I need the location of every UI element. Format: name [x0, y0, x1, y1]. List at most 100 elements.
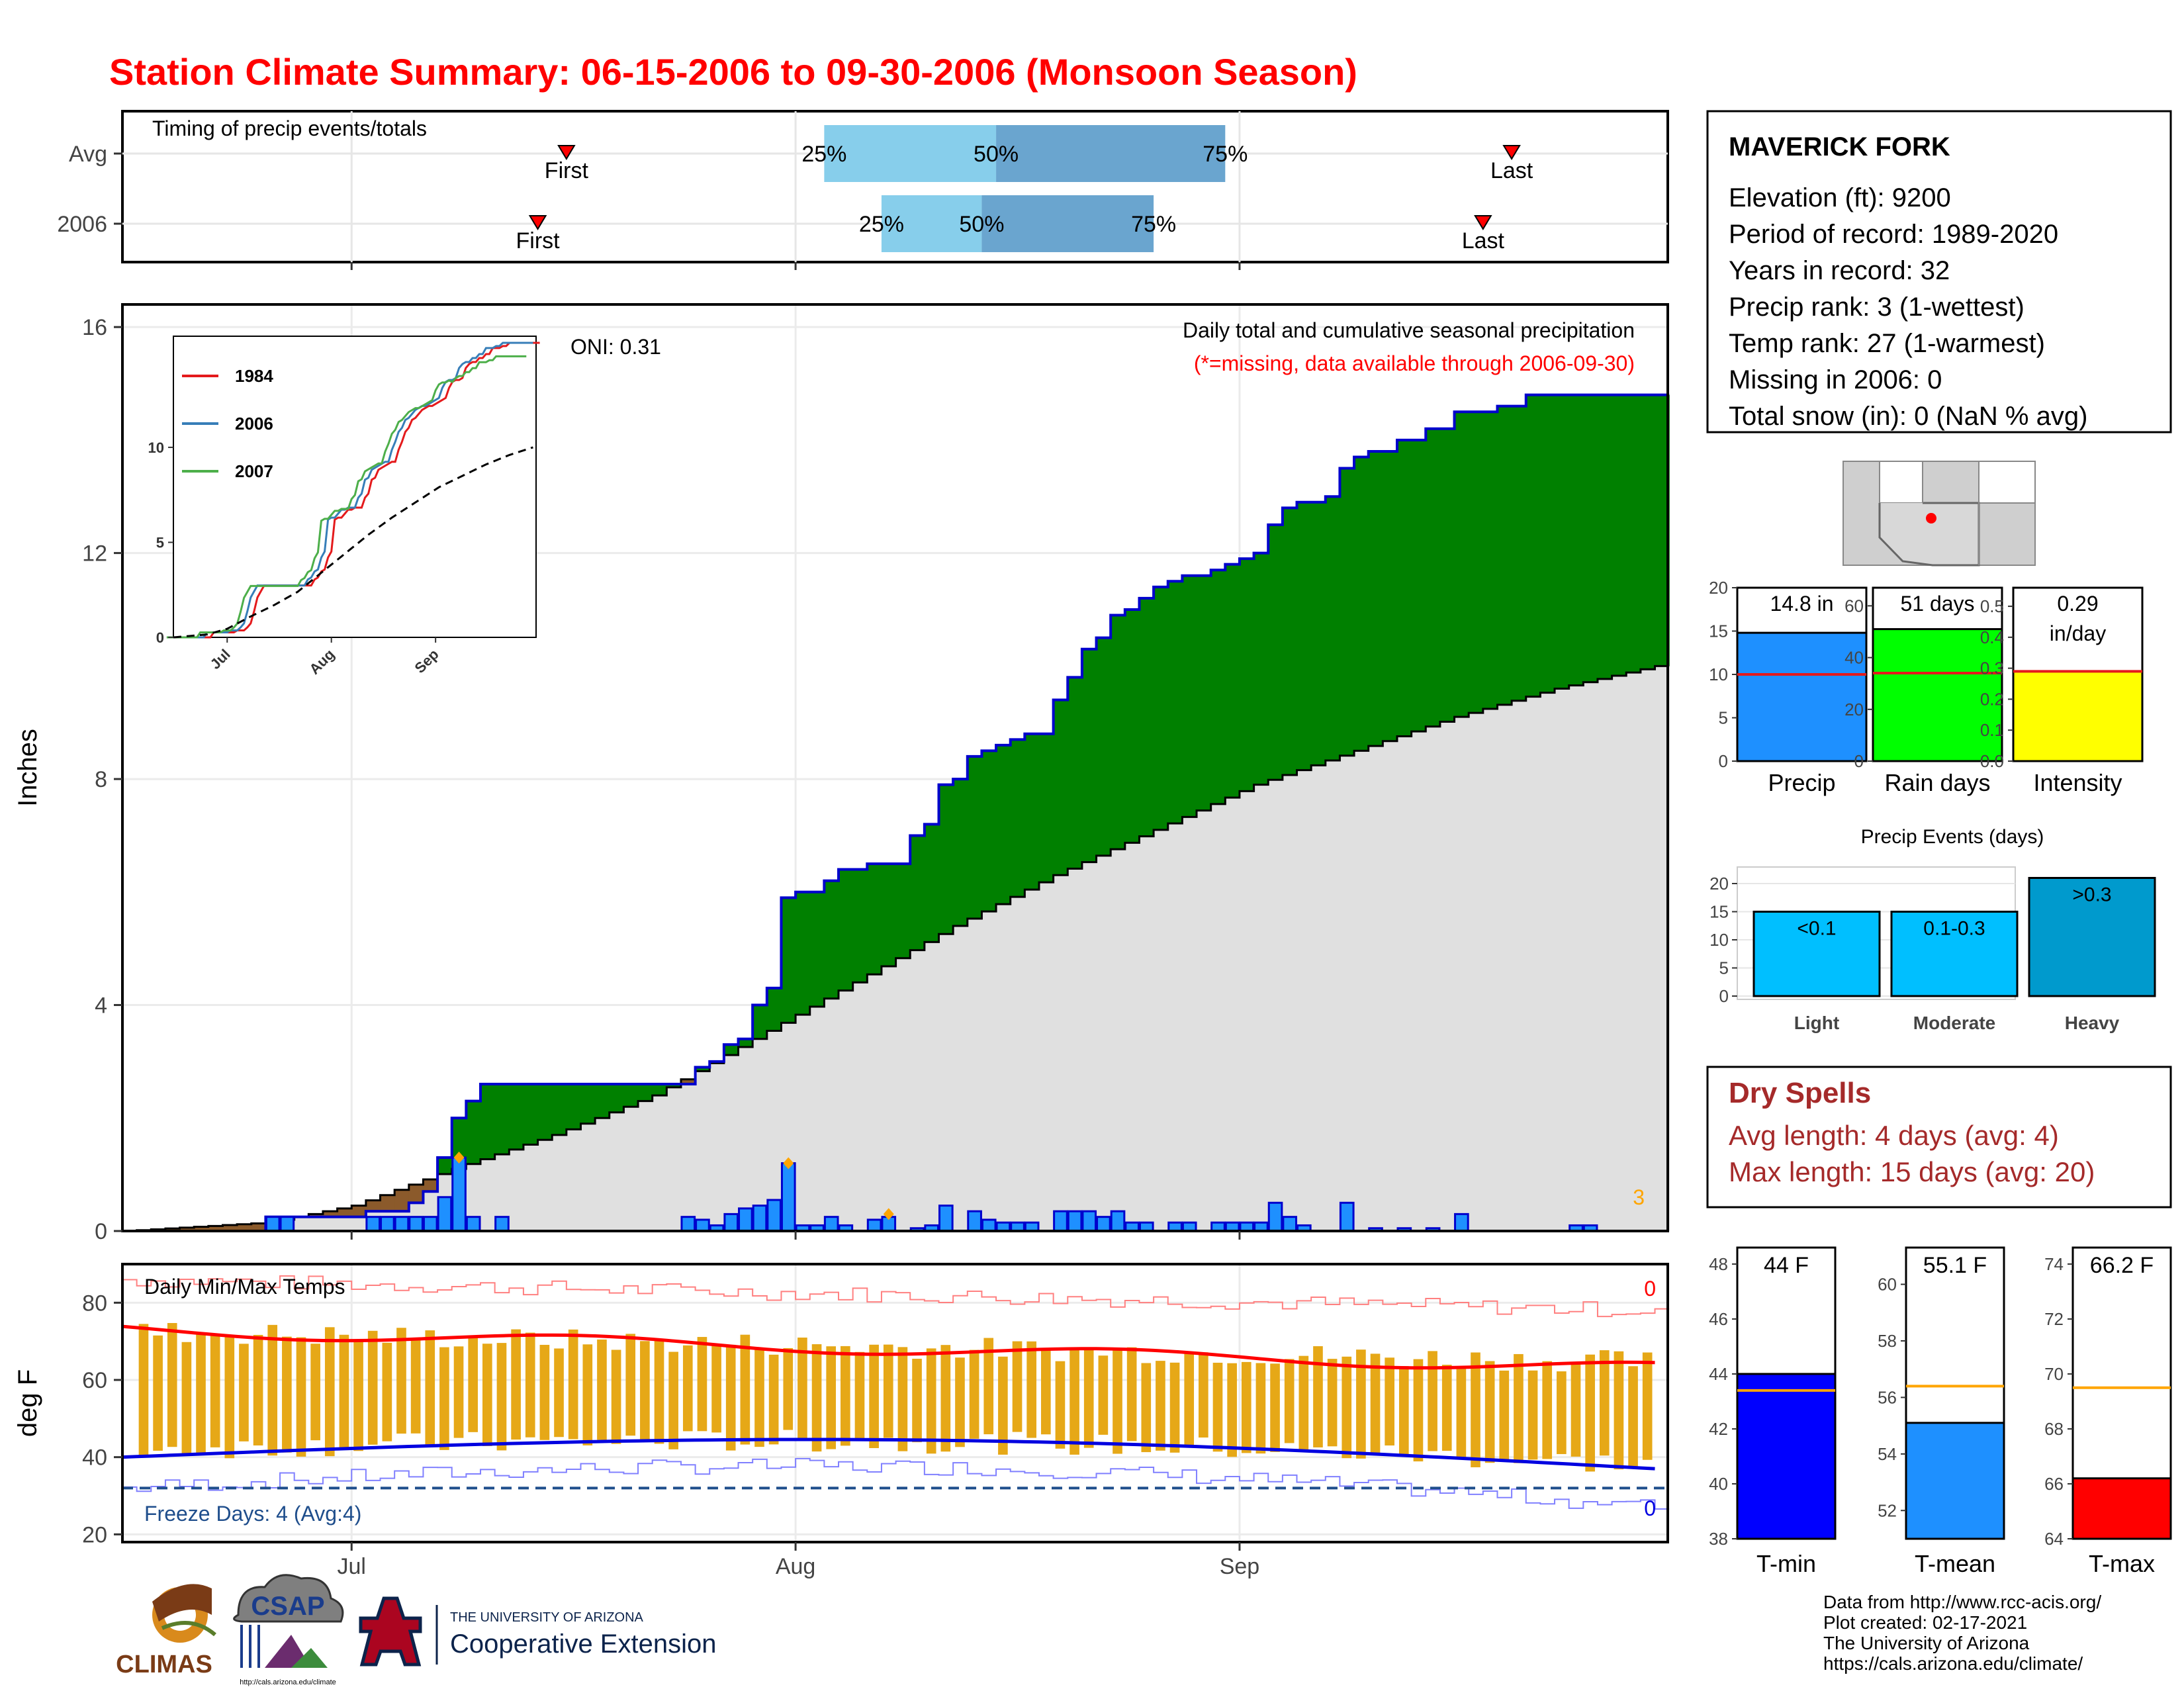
temp-bar-ytick-label: 38	[1709, 1529, 1728, 1549]
daily-temp-bar	[1098, 1355, 1109, 1435]
below-average-area	[208, 1226, 224, 1231]
daily-temp-bar	[1557, 1371, 1567, 1455]
average-area	[1139, 836, 1154, 1231]
daily-precip-bar	[437, 1196, 453, 1232]
inset-series-line	[173, 342, 533, 639]
record-marker	[783, 1157, 794, 1169]
above-average-area	[1038, 733, 1054, 883]
average-area	[466, 1164, 481, 1231]
mini-bar-ytick-label: 0.2	[1980, 689, 2004, 709]
precip-ytick-label: 0	[95, 1219, 107, 1244]
temp-bar-ytick-label: 60	[1878, 1275, 1897, 1295]
temp-bar-ytick-label: 56	[1878, 1387, 1897, 1407]
average-area	[1497, 704, 1512, 1231]
above-average-area	[895, 864, 911, 958]
daily-temp-bar	[196, 1333, 206, 1454]
events-ytick-label: 10	[1709, 930, 1729, 950]
station-info-line: Years in record: 32	[1729, 256, 1950, 285]
mini-bar-ytick-label: 60	[1844, 596, 1864, 616]
ua-logo-bottom: Cooperative Extension	[450, 1629, 716, 1659]
daily-temp-bar	[138, 1324, 149, 1457]
mini-bar-ytick-label: 0.4	[1980, 627, 2004, 647]
average-area	[1640, 669, 1656, 1231]
average-area	[967, 919, 983, 1231]
daily-precip-bar	[938, 1205, 954, 1232]
above-average-area	[552, 1084, 567, 1135]
mini-bar-value	[2012, 670, 2144, 762]
above-average-area	[1340, 468, 1355, 756]
timing-p75-label: 75%	[1203, 142, 1248, 167]
temp-bar-ytick-label: 54	[1878, 1444, 1897, 1464]
average-area	[1111, 849, 1126, 1231]
average-area	[509, 1149, 524, 1231]
month-label: Sep	[1220, 1554, 1260, 1579]
daily-temp-bar	[367, 1330, 378, 1445]
daily-temp-bar	[439, 1347, 449, 1450]
temp-ytick-label: 80	[82, 1291, 107, 1316]
daily-temp-bar	[1456, 1367, 1467, 1458]
timing-first-label: First	[516, 228, 561, 253]
daily-precip-bar	[680, 1216, 696, 1232]
daily-temp-bar	[1156, 1361, 1165, 1451]
average-area	[1182, 817, 1197, 1231]
climas-logo: CLIMAS	[116, 1584, 216, 1678]
above-average-area	[996, 745, 1011, 905]
daily-precip-bar	[780, 1162, 796, 1232]
daily-precip-bar	[1081, 1210, 1097, 1232]
temp-bar-ytick-label: 64	[2044, 1529, 2064, 1549]
average-area	[796, 1015, 811, 1231]
average-area	[580, 1123, 596, 1231]
timing-first-label: First	[545, 158, 589, 183]
locator-map	[1843, 461, 2036, 567]
average-area	[723, 1055, 739, 1231]
daily-temp-bar	[912, 1358, 922, 1443]
precip-corner-count: 3	[1633, 1185, 1645, 1209]
events-bar	[1752, 911, 1881, 997]
timing-bar-lower	[824, 125, 997, 182]
average-area	[839, 990, 854, 1231]
daily-temp-bar	[1585, 1354, 1595, 1472]
above-average-area	[566, 1084, 582, 1130]
mini-bar-label: Precip	[1768, 769, 1835, 796]
timing-bar-upper	[981, 195, 1154, 252]
average-area	[924, 942, 940, 1231]
footer-line: Data from http://www.rcc-acis.org/	[1823, 1592, 2101, 1612]
above-average-area	[1640, 394, 1656, 670]
above-average-area	[1053, 700, 1068, 876]
mini-bar-label: Intensity	[2033, 769, 2122, 796]
average-area	[623, 1107, 639, 1231]
average-area	[1368, 746, 1383, 1231]
average-area	[1024, 890, 1040, 1231]
daily-temp-bar	[1284, 1359, 1295, 1443]
average-area	[1239, 791, 1255, 1231]
mini-bar-ytick-label: 40	[1844, 648, 1864, 668]
daily-precip-bar	[1096, 1216, 1111, 1232]
average-area	[1612, 675, 1627, 1231]
mini-bar-ytick-label: 0.1	[1980, 720, 2004, 740]
average-area	[1655, 666, 1670, 1231]
temp-bar-value-label: 66.2 F	[2090, 1253, 2154, 1278]
daily-precip-bar	[823, 1216, 839, 1232]
mini-bar-ytick-label: 0	[1719, 751, 1728, 771]
above-average-area	[1154, 586, 1169, 830]
daily-temp-bar	[1484, 1361, 1495, 1463]
mini-bar-ytick-label: 5	[1719, 708, 1728, 728]
mini-bar-value-label: 51 days	[1900, 592, 1974, 616]
above-average-area	[752, 1005, 768, 1039]
daily-temp-bar	[1255, 1363, 1266, 1454]
events-bar	[1890, 911, 2019, 997]
daily-temp-bar	[224, 1337, 235, 1459]
above-average-area	[494, 1084, 510, 1155]
average-area	[709, 1063, 725, 1231]
climas-logo-text: CLIMAS	[116, 1651, 212, 1678]
daily-precip-bar	[265, 1216, 281, 1232]
temp-bar-ytick-label: 40	[1709, 1474, 1728, 1494]
daily-temp-bar	[654, 1339, 664, 1444]
inset-series-line	[166, 355, 527, 639]
average-area	[494, 1154, 510, 1231]
mini-bar-value	[1736, 631, 1868, 762]
daily-temp-bar	[897, 1347, 908, 1451]
below-average-area	[322, 1211, 338, 1217]
daily-temp-bar	[926, 1348, 936, 1454]
